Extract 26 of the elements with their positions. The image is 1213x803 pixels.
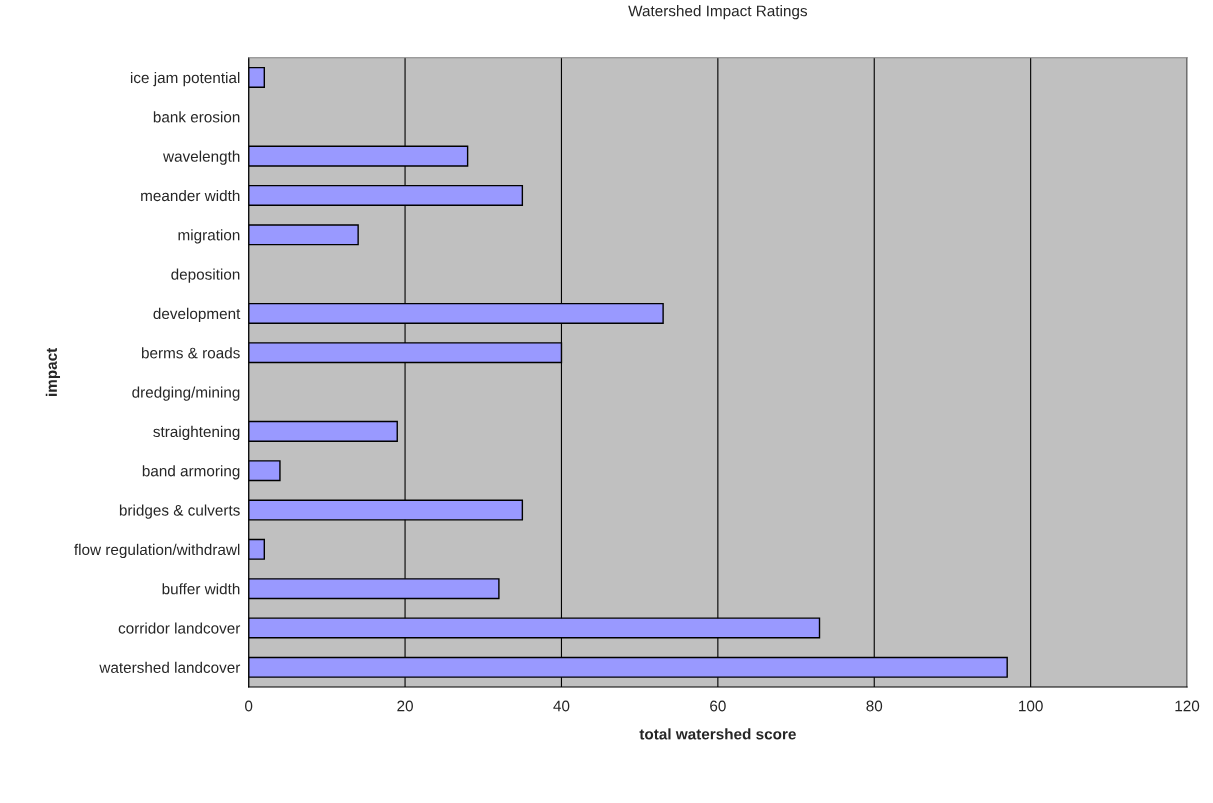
y-tick-label: ice jam potential xyxy=(130,71,240,87)
y-tick-label: development xyxy=(153,307,241,323)
y-tick-label: watershed landcover xyxy=(99,661,241,673)
x-tick-label: 0 xyxy=(245,700,253,712)
y-tick-label: dredging/mining xyxy=(132,386,240,401)
y-tick-label: straightening xyxy=(153,425,240,441)
x-tick-label: 20 xyxy=(397,700,413,712)
y-tick-label: wavelength xyxy=(163,150,240,165)
x-axis-title: total watershed score xyxy=(639,728,796,740)
y-tick-label: migration xyxy=(178,229,240,244)
y-tick-label: bank erosion xyxy=(153,111,240,123)
y-tick-label: meander width xyxy=(141,189,240,202)
y-tick-label: buffer width xyxy=(162,583,240,595)
chart-title: Watershed Impact Ratings xyxy=(628,5,808,20)
x-tick-label: 100 xyxy=(1019,700,1043,712)
y-axis-title: impact xyxy=(45,347,61,396)
y-tick-label: band armoring xyxy=(142,465,240,480)
x-tick-label: 40 xyxy=(553,700,570,712)
x-tick-label: 60 xyxy=(710,700,726,712)
x-tick-label: 80 xyxy=(866,700,883,712)
x-tick-label: 120 xyxy=(1175,700,1200,712)
y-tick-label: bridges & culverts xyxy=(119,504,240,519)
y-tick-label: corridor landcover xyxy=(118,622,241,634)
y-tick-label: flow regulation/withdrawl xyxy=(74,543,240,559)
y-tick-label: deposition xyxy=(171,268,240,283)
y-tick-label: berms & roads xyxy=(141,347,240,359)
